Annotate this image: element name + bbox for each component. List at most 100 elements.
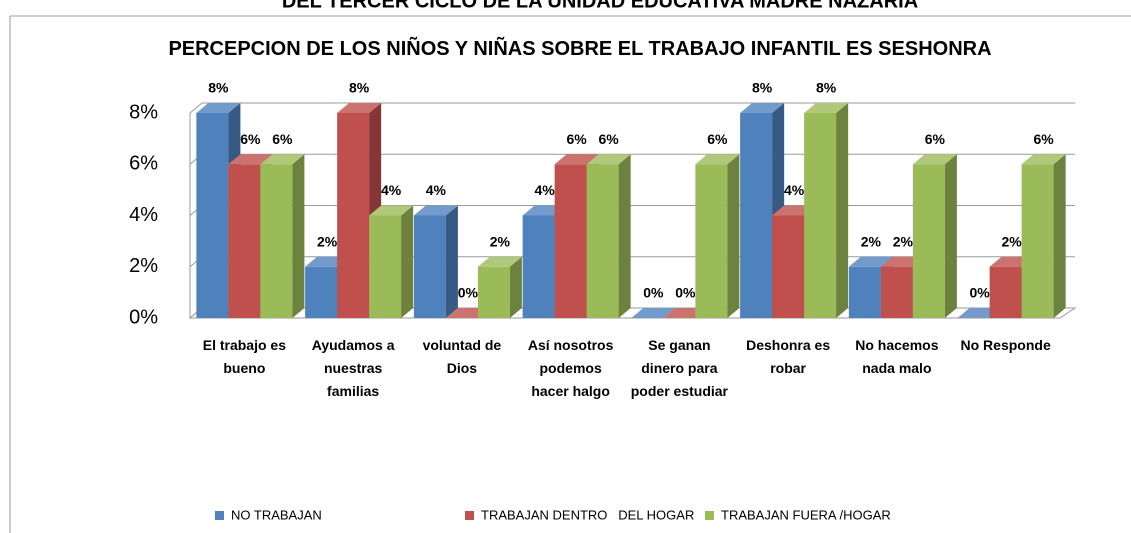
x-tick-label: Así nosotros podemos hacer halgo xyxy=(527,337,614,399)
bar-side xyxy=(509,256,522,318)
bar-top xyxy=(1021,154,1066,165)
shade xyxy=(1053,154,1066,318)
legend-swatch xyxy=(465,511,474,520)
bar xyxy=(305,266,338,318)
shade xyxy=(740,103,785,113)
bar xyxy=(586,164,619,318)
shade xyxy=(1021,154,1066,165)
x-tick-label: No Responde xyxy=(960,337,1051,353)
shade xyxy=(727,154,740,318)
x-tick-box: Deshonra es robar xyxy=(746,337,830,376)
bar-top xyxy=(804,103,849,113)
legend-label: TRABAJAN FUERA /HOGAR xyxy=(721,507,891,522)
x-tick-box: voluntad de Dios xyxy=(422,337,502,376)
shade xyxy=(586,154,631,165)
data-label: 6% xyxy=(567,131,588,147)
x-tick-box: No hacemos nada malo xyxy=(855,337,939,376)
data-label: 6% xyxy=(599,131,620,147)
y-tick-label: 0% xyxy=(129,306,158,328)
bar-group xyxy=(477,256,522,318)
bar-side xyxy=(401,205,414,318)
bar-top xyxy=(554,154,599,165)
data-label: 2% xyxy=(1002,233,1023,249)
data-label: 8% xyxy=(208,80,229,96)
bar-top xyxy=(228,154,273,165)
shade xyxy=(260,154,305,165)
x-tick-box: Se ganan dinero para poder estudiar xyxy=(630,337,728,399)
legend-label: TRABAJAN DENTRO DEL HOGAR xyxy=(481,507,694,522)
bar xyxy=(740,113,773,318)
bar-group xyxy=(260,154,305,318)
grid-line xyxy=(189,102,203,114)
bar-side xyxy=(445,205,458,318)
shade xyxy=(477,256,522,267)
shade xyxy=(292,154,305,318)
x-tick-label: No hacemos nada malo xyxy=(855,337,939,376)
data-label: 0% xyxy=(970,285,991,301)
data-label: 8% xyxy=(752,80,773,96)
data-label: 8% xyxy=(349,80,370,96)
data-label: 6% xyxy=(707,131,728,147)
data-label: 2% xyxy=(317,233,338,249)
data-label: 0% xyxy=(675,285,696,301)
bar-top xyxy=(848,256,893,267)
bar-top xyxy=(413,205,458,216)
shade xyxy=(196,103,241,113)
bar-side xyxy=(292,154,305,318)
x-tick-label: Se ganan dinero para poder estudiar xyxy=(630,337,728,399)
shade xyxy=(912,154,957,165)
bar xyxy=(522,215,555,318)
y-tick-label: 2% xyxy=(129,255,158,277)
shade xyxy=(337,103,382,113)
data-label: 4% xyxy=(381,182,402,198)
bar xyxy=(228,164,261,318)
shade xyxy=(509,256,522,318)
data-label: 0% xyxy=(458,285,479,301)
bar-group xyxy=(695,154,740,318)
y-tick-label: 8% xyxy=(129,101,158,123)
data-label: 8% xyxy=(816,80,837,96)
bar-top xyxy=(477,256,522,267)
bar-group xyxy=(586,154,631,318)
data-label: 0% xyxy=(643,285,664,301)
bar xyxy=(337,113,370,318)
bar-group xyxy=(1021,154,1066,318)
shade xyxy=(554,154,599,165)
bar-group xyxy=(804,103,849,318)
data-label: 2% xyxy=(861,233,882,249)
bar xyxy=(695,164,728,318)
bar-group xyxy=(912,154,957,318)
x-tick-box: Así nosotros podemos hacer halgo xyxy=(527,337,614,399)
data-label: 6% xyxy=(925,131,946,147)
shade xyxy=(836,103,849,318)
legend-swatch xyxy=(705,511,714,520)
x-tick-label: voluntad de Dios xyxy=(422,337,502,376)
bar xyxy=(772,215,805,318)
bar xyxy=(1021,164,1054,318)
bar xyxy=(989,266,1022,318)
data-label: 6% xyxy=(272,131,293,147)
y-tick-label: 4% xyxy=(129,204,158,226)
bar-side xyxy=(944,154,957,318)
heading: DEL TERCER CICLO DE LA UNIDAD EDUCATIVA … xyxy=(282,0,918,12)
bar-group xyxy=(413,205,458,318)
data-label: 2% xyxy=(893,233,914,249)
chart-title: PERCEPCION DE LOS NIÑOS Y NIÑAS SOBRE EL… xyxy=(168,38,992,60)
shade xyxy=(631,308,676,318)
bar-group xyxy=(369,205,414,318)
shade xyxy=(413,205,458,216)
shade xyxy=(445,205,458,318)
bar xyxy=(804,113,837,318)
bar xyxy=(477,266,510,318)
bar xyxy=(413,215,446,318)
x-tick-box: No Responde xyxy=(960,337,1051,353)
bar-side xyxy=(618,154,631,318)
bar-top xyxy=(695,154,740,165)
shade xyxy=(369,205,414,216)
shade xyxy=(944,154,957,318)
data-label: 6% xyxy=(240,131,261,147)
legend-swatch xyxy=(215,511,224,520)
data-label: 2% xyxy=(490,233,511,249)
bar xyxy=(260,164,293,318)
